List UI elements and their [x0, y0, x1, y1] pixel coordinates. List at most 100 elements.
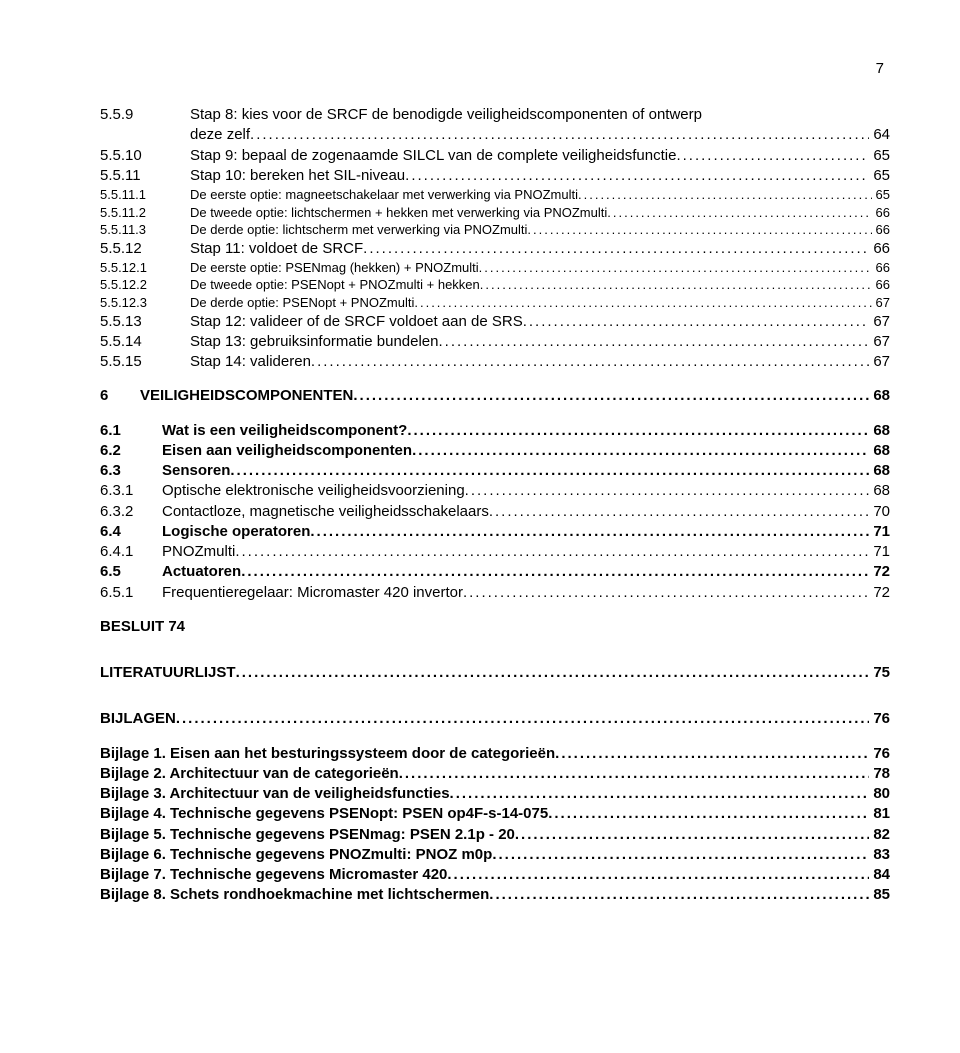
toc-entry-page: 66 — [872, 276, 890, 294]
toc-entry: LITERATUURLIJST 75 — [100, 663, 890, 683]
toc-entry-page: 76 — [869, 744, 890, 764]
toc-entry-page: 75 — [869, 663, 890, 683]
toc-entry: 6.3.1Optische elektronische veiligheidsv… — [100, 481, 890, 501]
toc-entry-title: PNOZmulti — [162, 542, 235, 562]
toc-entry-title: LITERATUURLIJST — [100, 663, 236, 683]
toc-leader-dots — [548, 804, 869, 824]
toc-leader-dots — [412, 441, 869, 461]
toc-entry: 5.5.11.3De derde optie: lichtscherm met … — [100, 221, 890, 239]
toc-entry-title: BIJLAGEN — [100, 709, 176, 729]
toc-entry-title: Bijlage 4. Technische gegevens PSENopt: … — [100, 804, 548, 824]
toc-entry-title: Bijlage 8. Schets rondhoekmachine met li… — [100, 885, 489, 905]
toc-container: 5.5.9Stap 8: kies voor de SRCF de benodi… — [100, 105, 890, 906]
toc-entry: 5.5.14Stap 13: gebruiksinformatie bundel… — [100, 332, 890, 352]
toc-entry-page: 72 — [869, 562, 890, 582]
toc-leader-dots — [489, 502, 869, 522]
toc-entry-title: Stap 8: kies voor de SRCF de benodigde v… — [190, 105, 702, 125]
toc-entry: BIJLAGEN 76 — [100, 709, 890, 729]
toc-entry-title: Bijlage 2. Architectuur van de categorie… — [100, 764, 399, 784]
toc-entry-page: 67 — [872, 294, 890, 312]
toc-entry-number: 5.5.9 — [100, 105, 190, 125]
toc-entry-title: Actuatoren — [162, 562, 241, 582]
toc-entry-title: De derde optie: lichtscherm met verwerki… — [190, 221, 527, 239]
toc-leader-dots — [439, 332, 870, 352]
toc-entry-title: Bijlage 7. Technische gegevens Micromast… — [100, 865, 447, 885]
toc-entry-page: 64 — [869, 125, 890, 145]
toc-entry-page: 71 — [869, 542, 890, 562]
toc-entry: 6.5.1Frequentieregelaar: Micromaster 420… — [100, 583, 890, 603]
toc-entry-title: De tweede optie: PSENopt + PNOZmulti + h… — [190, 276, 480, 294]
toc-entry-title: Stap 9: bepaal de zogenaamde SILCL van d… — [190, 146, 676, 166]
toc-entry-number: 5.5.12.3 — [100, 294, 190, 312]
toc-entry-page: 68 — [869, 461, 890, 481]
toc-leader-dots — [527, 221, 871, 239]
toc-leader-dots — [578, 186, 872, 204]
toc-page: 7 5.5.9Stap 8: kies voor de SRCF de beno… — [0, 0, 960, 946]
toc-entry-page: 68 — [869, 386, 890, 406]
toc-entry-title: Stap 14: valideren — [190, 352, 311, 372]
toc-leader-dots — [311, 352, 869, 372]
toc-entry-page: 72 — [869, 583, 890, 603]
toc-entry: Bijlage 4. Technische gegevens PSENopt: … — [100, 804, 890, 824]
toc-leader-dots — [489, 885, 869, 905]
toc-leader-dots — [515, 825, 869, 845]
toc-entry-title: Wat is een veiligheidscomponent? — [162, 421, 407, 441]
toc-entry-page: 68 — [869, 481, 890, 501]
toc-entry-page: 67 — [869, 332, 890, 352]
toc-entry-page: 66 — [872, 221, 890, 239]
toc-entry-title: De eerste optie: magneetschakelaar met v… — [190, 186, 578, 204]
page-number: 7 — [100, 60, 890, 77]
toc-entry: Bijlage 5. Technische gegevens PSENmag: … — [100, 825, 890, 845]
toc-entry: 5.5.11.1De eerste optie: magneetschakela… — [100, 186, 890, 204]
toc-entry: 5.5.10Stap 9: bepaal de zogenaamde SILCL… — [100, 146, 890, 166]
toc-leader-dots — [480, 276, 872, 294]
toc-entry-title: Optische elektronische veiligheidsvoorzi… — [162, 481, 465, 501]
toc-leader-dots — [405, 166, 869, 186]
toc-entry: 5.5.13Stap 12: valideer of de SRCF voldo… — [100, 312, 890, 332]
toc-entry-number: 6.4 — [100, 522, 162, 542]
toc-leader-dots — [447, 865, 869, 885]
toc-entry-title: Bijlage 5. Technische gegevens PSENmag: … — [100, 825, 515, 845]
toc-entry-page: 66 — [872, 259, 890, 277]
toc-entry-page: 83 — [869, 845, 890, 865]
toc-entry: 6.5Actuatoren 72 — [100, 562, 890, 582]
toc-entry-title: Bijlage 6. Technische gegevens PNOZmulti… — [100, 845, 492, 865]
toc-entry-number: 5.5.10 — [100, 146, 190, 166]
toc-entry-title: Bijlage 1. Eisen aan het besturingssyste… — [100, 744, 555, 764]
toc-entry: 5.5.15Stap 14: valideren 67 — [100, 352, 890, 372]
toc-leader-dots — [523, 312, 870, 332]
toc-leader-dots — [407, 421, 869, 441]
toc-entry-number: 5.5.11 — [100, 166, 190, 186]
toc-leader-dots — [555, 744, 869, 764]
toc-entry-page: 65 — [869, 146, 890, 166]
toc-entry-title: Stap 11: voldoet de SRCF — [190, 239, 363, 259]
toc-leader-dots — [479, 259, 872, 277]
toc-leader-dots — [353, 386, 869, 406]
toc-entry-number: 5.5.11.2 — [100, 204, 190, 222]
toc-entry-title: Stap 12: valideer of de SRCF voldoet aan… — [190, 312, 523, 332]
toc-entry-number: 6 — [100, 386, 140, 406]
toc-entry-page: 65 — [872, 186, 890, 204]
toc-entry-title: Stap 13: gebruiksinformatie bundelen — [190, 332, 439, 352]
toc-entry-number: 5.5.11.3 — [100, 221, 190, 239]
toc-entry-number: 6.3 — [100, 461, 162, 481]
toc-leader-dots — [463, 583, 869, 603]
toc-entry-page: 84 — [869, 865, 890, 885]
toc-leader-dots — [414, 294, 871, 312]
toc-entry-page: 68 — [869, 441, 890, 461]
toc-entry-page: 85 — [869, 885, 890, 905]
toc-leader-dots — [236, 663, 870, 683]
toc-entry-number: 6.4.1 — [100, 542, 162, 562]
toc-entry-number: 5.5.12 — [100, 239, 190, 259]
toc-leader-dots — [450, 784, 870, 804]
toc-entry-number: 6.5 — [100, 562, 162, 582]
toc-entry: 5.5.12.2De tweede optie: PSENopt + PNOZm… — [100, 276, 890, 294]
toc-entry-title: VEILIGHEIDSCOMPONENTEN — [140, 386, 353, 406]
toc-entry: 6.4Logische operatoren 71 — [100, 522, 890, 542]
toc-entry-number: 6.2 — [100, 441, 162, 461]
toc-leader-dots — [310, 522, 869, 542]
toc-entry-page: 78 — [869, 764, 890, 784]
toc-entry: BESLUIT 74 — [100, 617, 890, 637]
toc-leader-dots — [465, 481, 870, 501]
toc-entry-page: 65 — [869, 166, 890, 186]
